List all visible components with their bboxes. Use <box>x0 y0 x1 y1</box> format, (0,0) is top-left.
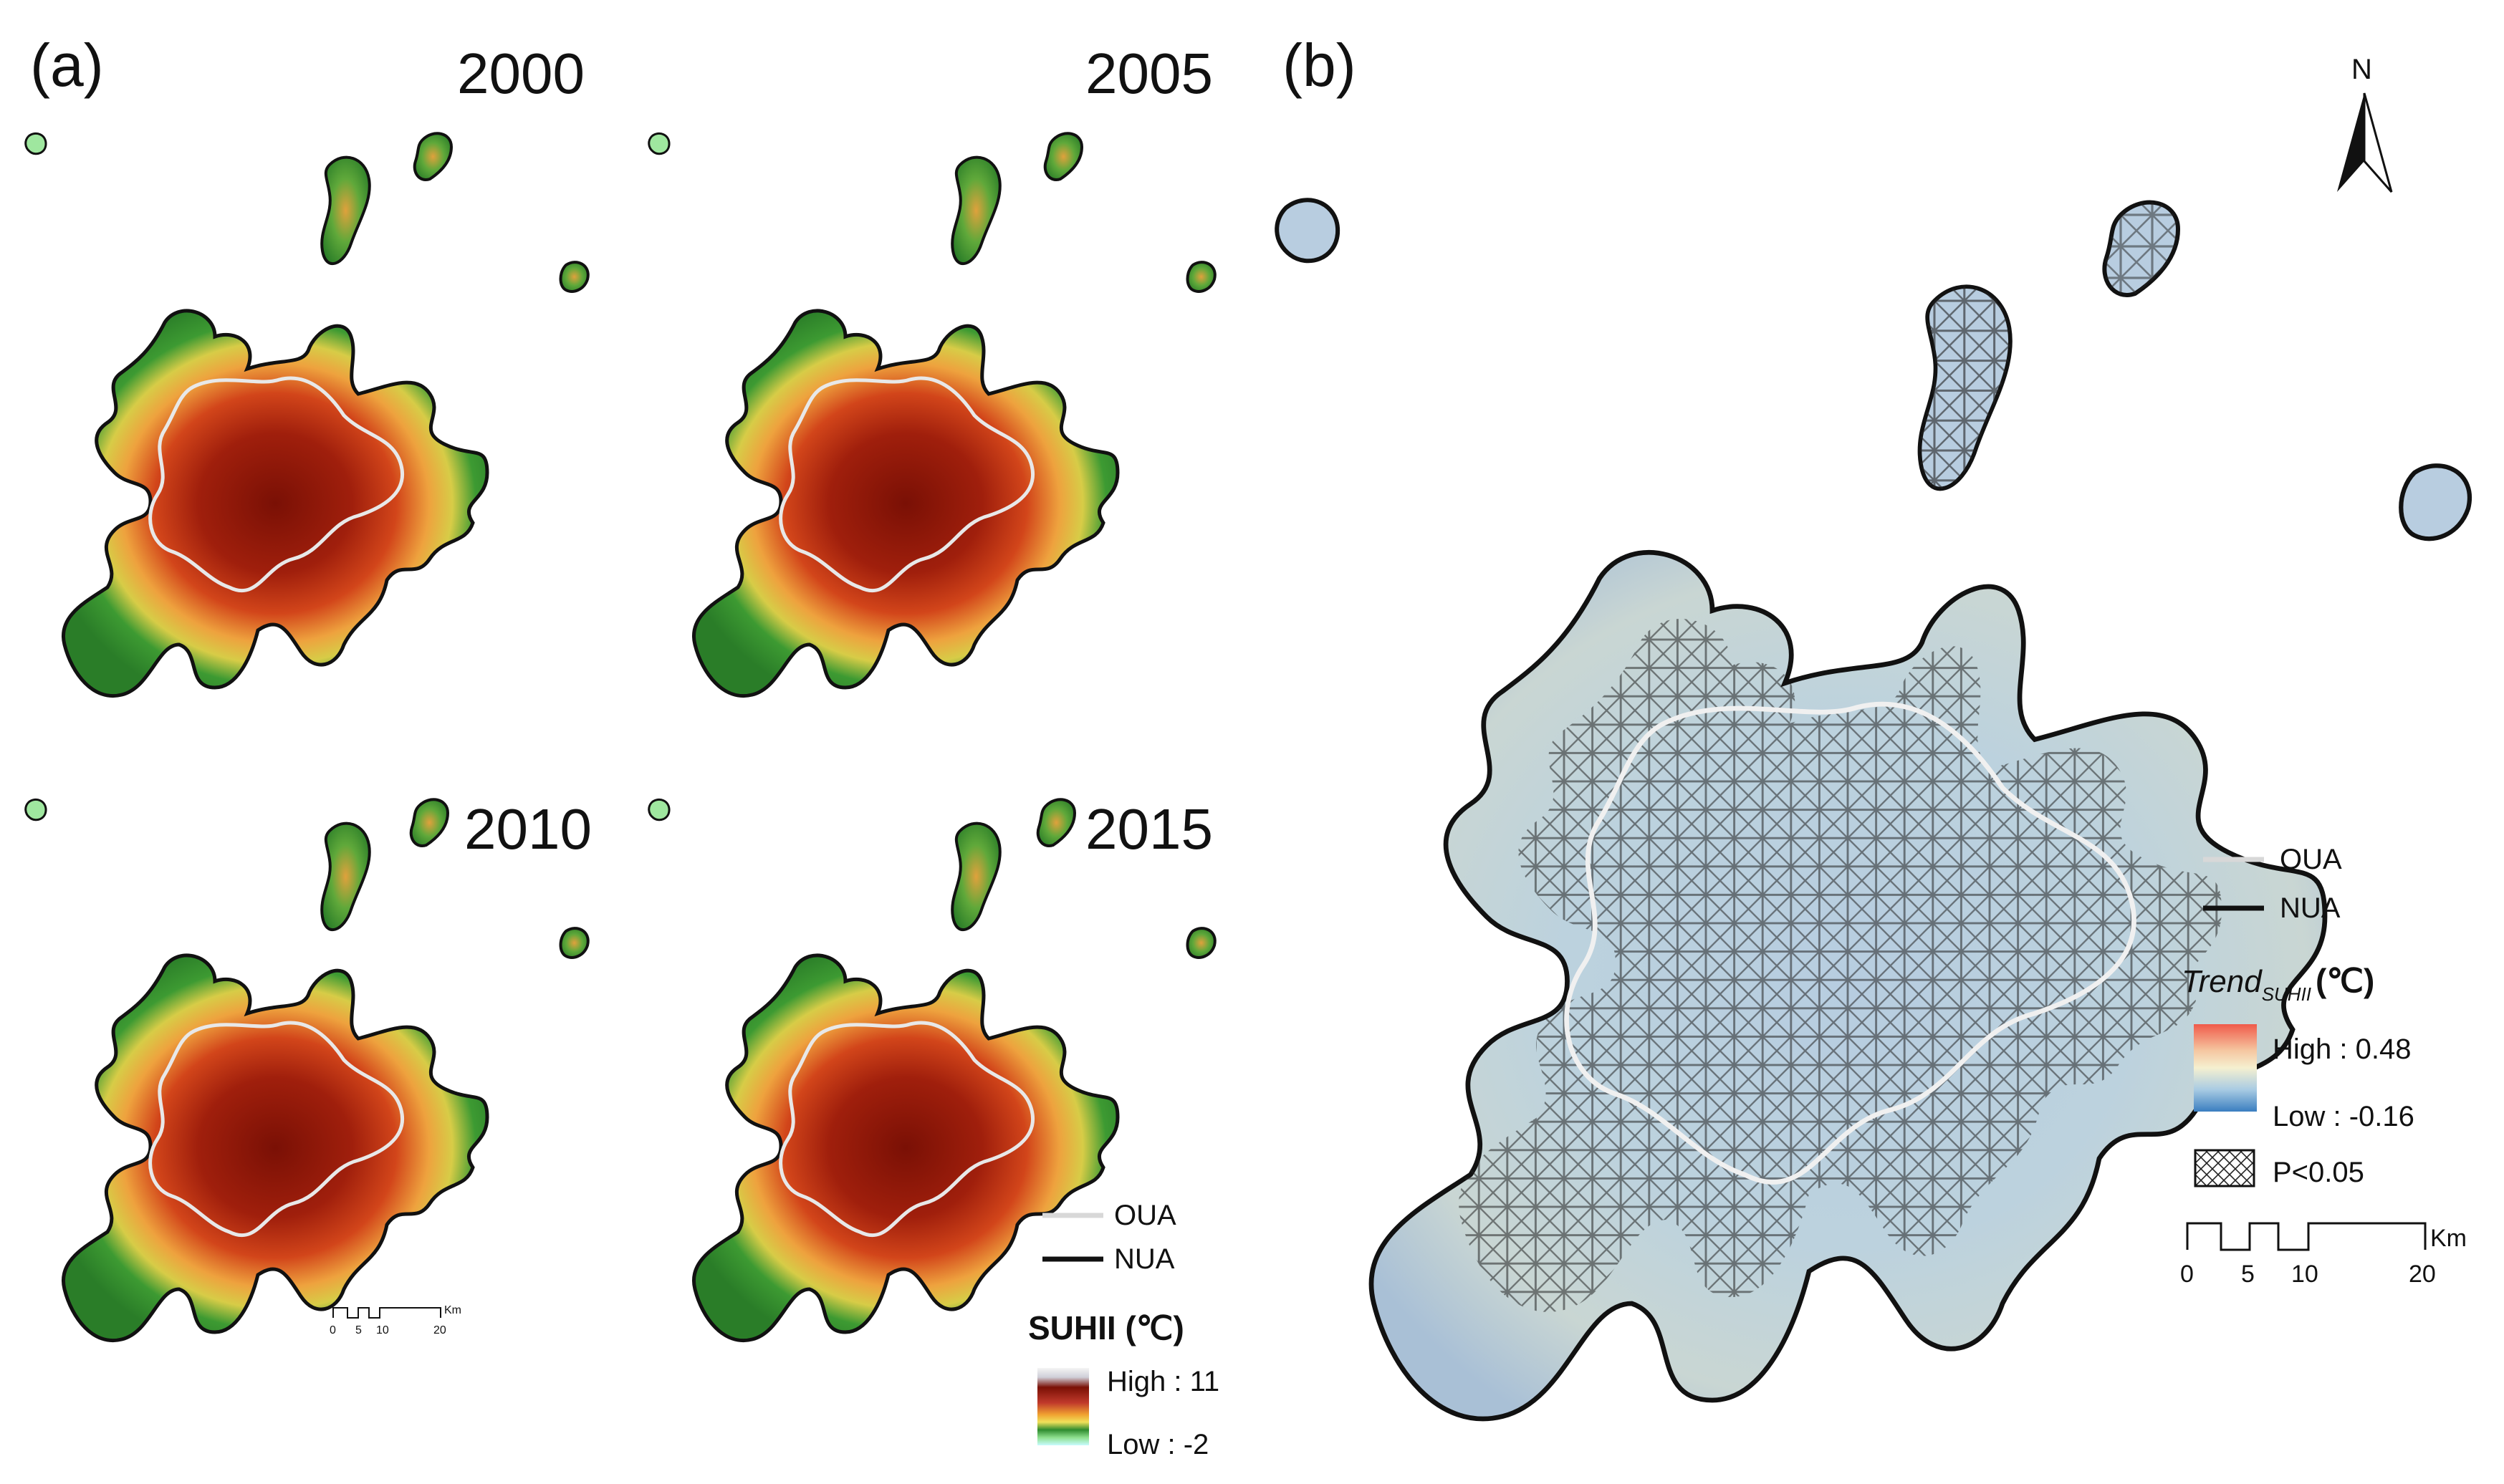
legend-b-high: High : 0.48 <box>2273 1034 2411 1065</box>
map-2010 <box>63 955 487 1341</box>
legend-a-nua-label: NUA <box>1114 1243 1175 1275</box>
legend-a-high: High : 11 <box>1107 1366 1219 1397</box>
legend-b-color-ramp <box>2194 1024 2257 1112</box>
legend-a: OUA NUA SUHII (℃) High : 11 Low : -2 <box>1028 1200 1219 1460</box>
legend-b-low: Low : -0.16 <box>2273 1101 2414 1132</box>
legend-a-low: Low : -2 <box>1107 1429 1209 1460</box>
scale-b-tick-10: 10 <box>2291 1261 2318 1288</box>
year-label-2000: 2000 <box>457 42 585 105</box>
scale-a-tick-20: 20 <box>433 1324 446 1336</box>
scale-a-unit: Km <box>444 1304 461 1316</box>
north-label: N <box>2351 54 2372 85</box>
map-2000-islands <box>24 132 590 293</box>
trend-map <box>1277 200 2470 1419</box>
north-arrow-icon: N <box>2337 54 2393 193</box>
scale-b-unit: Km <box>2430 1225 2467 1252</box>
panel-a-label: (a) <box>30 32 104 99</box>
map-2015 <box>694 955 1118 1341</box>
year-label-2010: 2010 <box>464 797 592 861</box>
scale-a-tick-10: 10 <box>376 1324 389 1336</box>
scale-a-tick-5: 5 <box>355 1324 362 1336</box>
scale-b-tick-0: 0 <box>2180 1261 2194 1288</box>
legend-a-color-ramp <box>1037 1368 1089 1445</box>
legend-b-oua-label: OUA <box>2280 844 2342 875</box>
scale-bar-b: 0 5 10 20 Km <box>2180 1222 2467 1288</box>
map-2005 <box>694 311 1118 696</box>
map-2005-islands <box>648 132 1217 293</box>
legend-a-oua-label: OUA <box>1114 1200 1176 1231</box>
legend-a-title: SUHII (℃) <box>1028 1309 1184 1346</box>
scale-b-tick-5: 5 <box>2241 1261 2255 1288</box>
scale-bar-a: 0 5 10 20 Km <box>330 1304 461 1336</box>
scale-a-tick-0: 0 <box>330 1324 336 1336</box>
legend-b-sig-swatch <box>2194 1149 2255 1187</box>
scale-b-tick-20: 20 <box>2409 1261 2436 1288</box>
year-label-2005: 2005 <box>1085 42 1213 105</box>
legend-b-title: TrendSUHII (℃) <box>2182 962 2374 1005</box>
year-label-2015: 2015 <box>1085 797 1213 861</box>
legend-b-nua-label: NUA <box>2280 892 2341 924</box>
legend-b-sig-label: P<0.05 <box>2273 1157 2364 1188</box>
trend-map-islands <box>1277 200 2470 539</box>
panel-b-label: (b) <box>1282 32 1356 99</box>
map-2000 <box>63 311 487 696</box>
legend-b: OUA NUA TrendSUHII (℃) High : 0.48 Low : … <box>2182 844 2414 1188</box>
